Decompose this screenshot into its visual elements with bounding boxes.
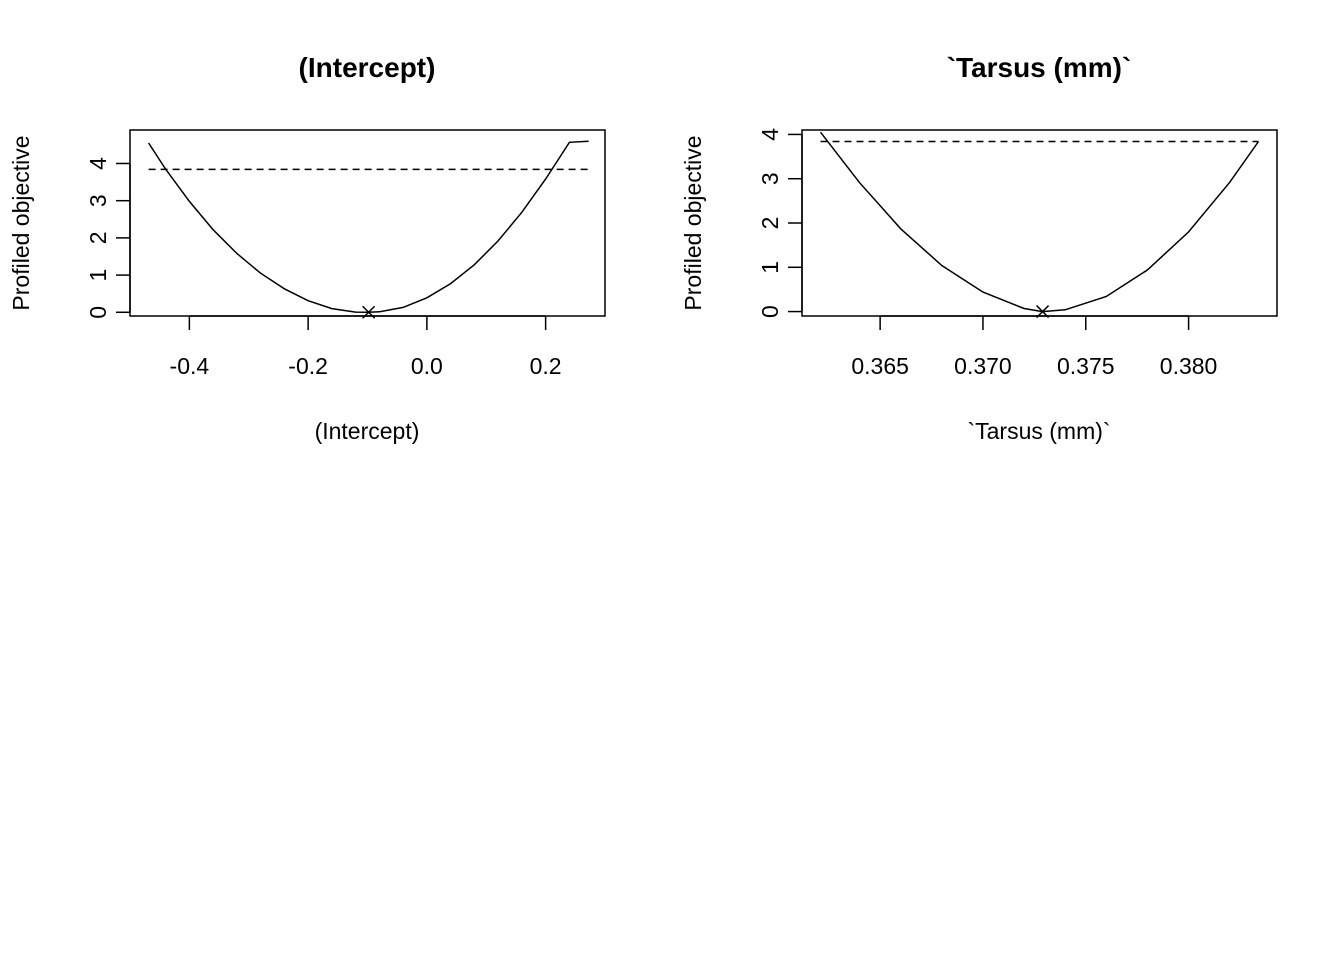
y-tick-label: 4 [85, 157, 111, 170]
y-axis-label: Profiled objective [680, 135, 706, 310]
y-axis: 0 1 2 3 4 [757, 128, 803, 318]
x-axis-label: (Intercept) [315, 418, 420, 444]
y-tick-label: 1 [757, 261, 783, 274]
series-layer [819, 131, 1260, 319]
y-axis-label: Profiled objective [8, 135, 34, 310]
panel-intercept: (Intercept) (Intercept) Profiled objecti… [8, 52, 606, 444]
y-tick-label: 1 [85, 269, 111, 282]
y-tick-label: 0 [757, 305, 783, 318]
x-tick-label: -0.2 [288, 353, 328, 379]
panel-tarsus: `Tarsus (mm)` `Tarsus (mm)` Profiled obj… [680, 52, 1278, 444]
x-tick-label: 0.365 [851, 353, 909, 379]
y-axis: 0 1 2 3 4 [85, 157, 131, 319]
y-tick-label: 3 [757, 172, 783, 185]
x-tick-label: 0.380 [1160, 353, 1218, 379]
x-axis: 0.365 0.370 0.375 0.380 [851, 315, 1218, 379]
x-axis: -0.4 -0.2 0.0 0.2 [170, 315, 562, 379]
x-tick-label: 0.0 [411, 353, 443, 379]
x-tick-label: 0.375 [1057, 353, 1115, 379]
y-tick-label: 2 [757, 217, 783, 230]
panel-title: `Tarsus (mm)` [947, 52, 1132, 83]
x-tick-label: -0.4 [170, 353, 210, 379]
y-tick-label: 0 [85, 306, 111, 319]
y-tick-label: 3 [85, 194, 111, 207]
x-axis-label: `Tarsus (mm)` [967, 418, 1110, 444]
y-tick-label: 4 [757, 128, 783, 141]
y-tick-label: 2 [85, 232, 111, 245]
x-tick-label: 0.2 [530, 353, 562, 379]
x-tick-label: 0.370 [954, 353, 1012, 379]
panel-title: (Intercept) [299, 52, 436, 83]
